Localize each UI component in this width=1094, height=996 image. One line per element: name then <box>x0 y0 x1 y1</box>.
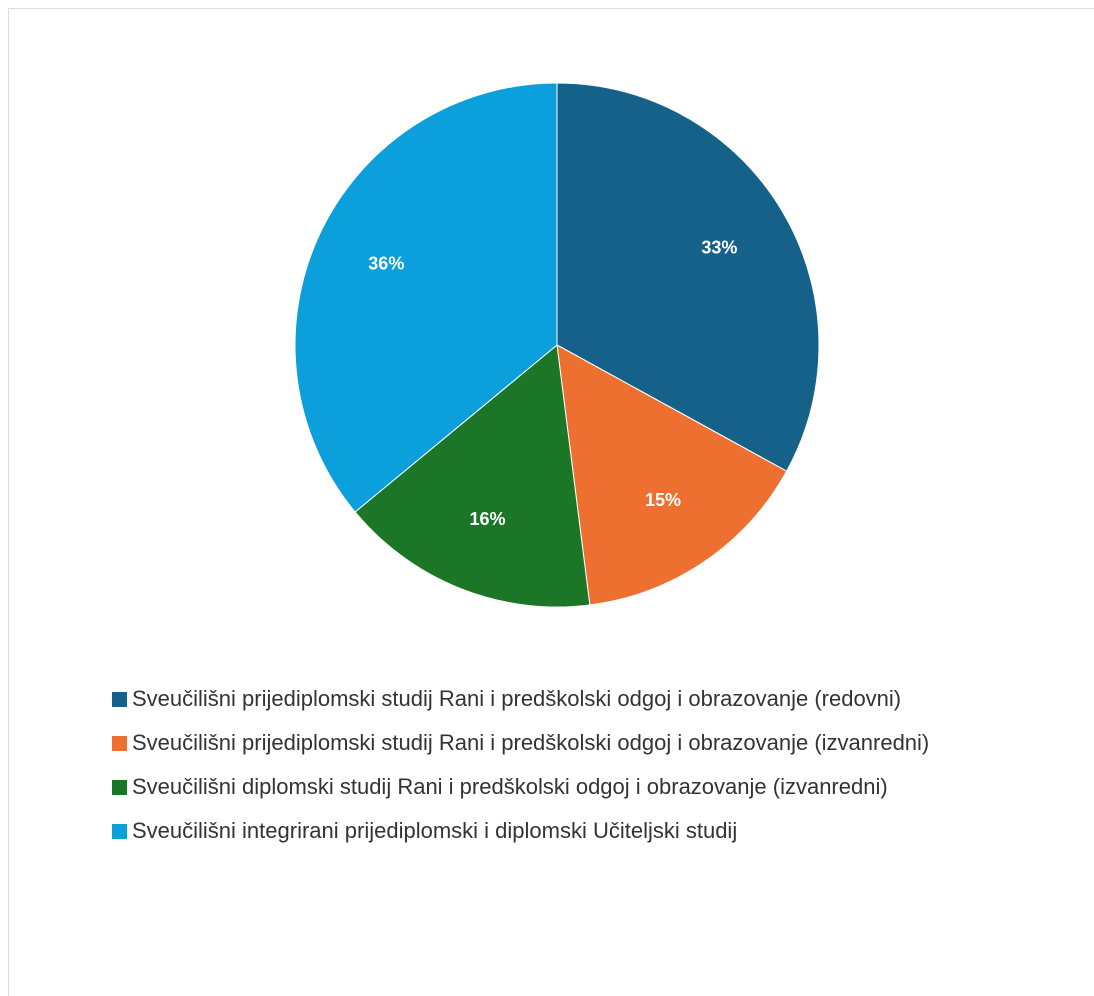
legend-swatch <box>112 780 127 795</box>
pie-chart: 33% 15% 16% 36% <box>294 82 820 608</box>
pie-slice <box>354 344 591 608</box>
legend-swatch <box>112 692 127 707</box>
legend: Sveučilišni prijediplomski studij Rani i… <box>112 684 1012 860</box>
pie-slice <box>556 344 788 606</box>
legend-label: Sveučilišni diplomski studij Rani i pred… <box>132 774 888 799</box>
data-label: 15% <box>645 490 681 510</box>
legend-label: Sveučilišni prijediplomski studij Rani i… <box>132 686 902 711</box>
legend-item: Sveučilišni prijediplomski studij Rani i… <box>112 728 1012 758</box>
data-label: 36% <box>368 253 404 273</box>
legend-swatch <box>112 736 127 751</box>
chart-frame <box>8 8 1094 996</box>
pie-slice <box>294 82 558 513</box>
legend-label: Sveučilišni prijediplomski studij Rani i… <box>132 730 930 755</box>
legend-item: Sveučilišni diplomski studij Rani i pred… <box>112 772 1012 802</box>
pie-slice <box>556 82 820 472</box>
legend-label: Sveučilišni integrirani prijediplomski i… <box>132 818 738 843</box>
data-label: 33% <box>701 238 737 258</box>
legend-item: Sveučilišni prijediplomski studij Rani i… <box>112 684 1012 714</box>
legend-item: Sveučilišni integrirani prijediplomski i… <box>112 816 1012 846</box>
legend-swatch <box>112 824 127 839</box>
data-label: 16% <box>470 509 506 529</box>
